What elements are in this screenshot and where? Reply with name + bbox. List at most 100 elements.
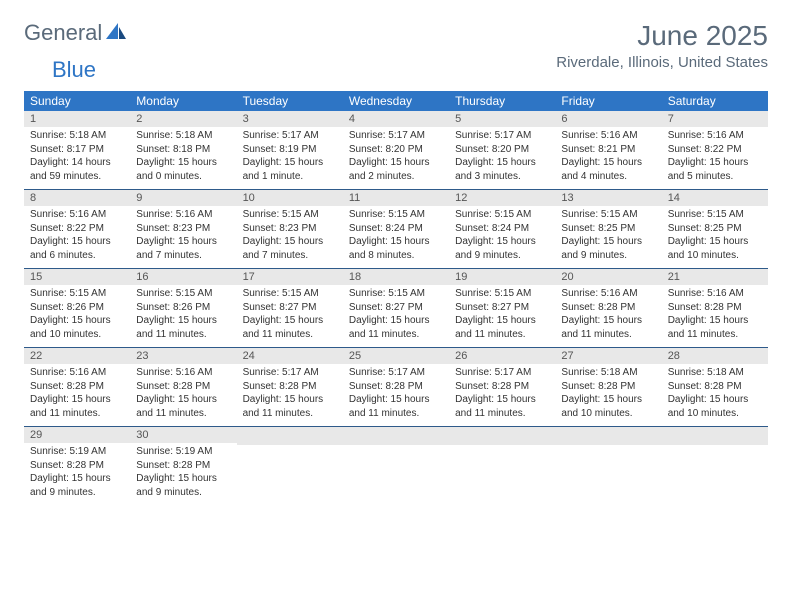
month-title: June 2025 — [556, 20, 768, 52]
day-body: Sunrise: 5:15 AMSunset: 8:25 PMDaylight:… — [662, 206, 768, 268]
day-body: Sunrise: 5:15 AMSunset: 8:26 PMDaylight:… — [24, 285, 130, 347]
day-body: Sunrise: 5:16 AMSunset: 8:28 PMDaylight:… — [24, 364, 130, 426]
day-body: Sunrise: 5:15 AMSunset: 8:24 PMDaylight:… — [343, 206, 449, 268]
day-body: Sunrise: 5:17 AMSunset: 8:28 PMDaylight:… — [449, 364, 555, 426]
day-number: 22 — [24, 348, 130, 364]
day-body: Sunrise: 5:17 AMSunset: 8:28 PMDaylight:… — [237, 364, 343, 426]
day-number: 6 — [555, 111, 661, 127]
day-cell: 26Sunrise: 5:17 AMSunset: 8:28 PMDayligh… — [449, 348, 555, 427]
day-number: 2 — [130, 111, 236, 127]
day-number: 19 — [449, 269, 555, 285]
day-cell: 4Sunrise: 5:17 AMSunset: 8:20 PMDaylight… — [343, 111, 449, 190]
day-number: 25 — [343, 348, 449, 364]
day-number: 7 — [662, 111, 768, 127]
day-cell: 6Sunrise: 5:16 AMSunset: 8:21 PMDaylight… — [555, 111, 661, 190]
day-number: 5 — [449, 111, 555, 127]
day-cell: 18Sunrise: 5:15 AMSunset: 8:27 PMDayligh… — [343, 269, 449, 348]
day-cell: 10Sunrise: 5:15 AMSunset: 8:23 PMDayligh… — [237, 190, 343, 269]
day-number: 9 — [130, 190, 236, 206]
week-row: 22Sunrise: 5:16 AMSunset: 8:28 PMDayligh… — [24, 348, 768, 427]
day-cell: 3Sunrise: 5:17 AMSunset: 8:19 PMDaylight… — [237, 111, 343, 190]
day-body: Sunrise: 5:16 AMSunset: 8:22 PMDaylight:… — [662, 127, 768, 189]
empty-cell — [237, 427, 343, 506]
day-body: Sunrise: 5:16 AMSunset: 8:23 PMDaylight:… — [130, 206, 236, 268]
day-number: 16 — [130, 269, 236, 285]
day-cell: 13Sunrise: 5:15 AMSunset: 8:25 PMDayligh… — [555, 190, 661, 269]
day-body: Sunrise: 5:15 AMSunset: 8:27 PMDaylight:… — [449, 285, 555, 347]
day-body: Sunrise: 5:16 AMSunset: 8:28 PMDaylight:… — [130, 364, 236, 426]
day-cell: 24Sunrise: 5:17 AMSunset: 8:28 PMDayligh… — [237, 348, 343, 427]
day-cell: 14Sunrise: 5:15 AMSunset: 8:25 PMDayligh… — [662, 190, 768, 269]
calendar-body: 1Sunrise: 5:18 AMSunset: 8:17 PMDaylight… — [24, 111, 768, 505]
week-row: 29Sunrise: 5:19 AMSunset: 8:28 PMDayligh… — [24, 427, 768, 506]
day-body: Sunrise: 5:18 AMSunset: 8:28 PMDaylight:… — [662, 364, 768, 426]
day-cell: 7Sunrise: 5:16 AMSunset: 8:22 PMDaylight… — [662, 111, 768, 190]
day-cell: 21Sunrise: 5:16 AMSunset: 8:28 PMDayligh… — [662, 269, 768, 348]
day-header-tuesday: Tuesday — [237, 91, 343, 111]
day-header-friday: Friday — [555, 91, 661, 111]
day-body: Sunrise: 5:15 AMSunset: 8:27 PMDaylight:… — [343, 285, 449, 347]
day-body: Sunrise: 5:15 AMSunset: 8:25 PMDaylight:… — [555, 206, 661, 268]
day-body: Sunrise: 5:17 AMSunset: 8:20 PMDaylight:… — [343, 127, 449, 189]
day-body: Sunrise: 5:16 AMSunset: 8:28 PMDaylight:… — [555, 285, 661, 347]
day-body: Sunrise: 5:15 AMSunset: 8:26 PMDaylight:… — [130, 285, 236, 347]
day-header-sunday: Sunday — [24, 91, 130, 111]
logo-word1: General — [24, 20, 102, 46]
day-body: Sunrise: 5:18 AMSunset: 8:18 PMDaylight:… — [130, 127, 236, 189]
day-body: Sunrise: 5:15 AMSunset: 8:24 PMDaylight:… — [449, 206, 555, 268]
location: Riverdale, Illinois, United States — [556, 54, 768, 71]
day-body: Sunrise: 5:18 AMSunset: 8:28 PMDaylight:… — [555, 364, 661, 426]
day-number: 28 — [662, 348, 768, 364]
day-cell: 15Sunrise: 5:15 AMSunset: 8:26 PMDayligh… — [24, 269, 130, 348]
day-cell: 8Sunrise: 5:16 AMSunset: 8:22 PMDaylight… — [24, 190, 130, 269]
day-cell: 28Sunrise: 5:18 AMSunset: 8:28 PMDayligh… — [662, 348, 768, 427]
logo-sail-icon — [104, 21, 128, 46]
empty-cell — [555, 427, 661, 506]
day-number: 14 — [662, 190, 768, 206]
day-body: Sunrise: 5:16 AMSunset: 8:21 PMDaylight:… — [555, 127, 661, 189]
empty-cell — [449, 427, 555, 506]
day-cell: 17Sunrise: 5:15 AMSunset: 8:27 PMDayligh… — [237, 269, 343, 348]
calendar-table: SundayMondayTuesdayWednesdayThursdayFrid… — [24, 91, 768, 505]
empty-cell — [662, 427, 768, 506]
week-row: 15Sunrise: 5:15 AMSunset: 8:26 PMDayligh… — [24, 269, 768, 348]
day-number: 30 — [130, 427, 236, 443]
day-number: 1 — [24, 111, 130, 127]
day-body: Sunrise: 5:18 AMSunset: 8:17 PMDaylight:… — [24, 127, 130, 189]
day-number: 8 — [24, 190, 130, 206]
day-number: 3 — [237, 111, 343, 127]
logo: General — [24, 20, 130, 46]
day-header-saturday: Saturday — [662, 91, 768, 111]
day-cell: 23Sunrise: 5:16 AMSunset: 8:28 PMDayligh… — [130, 348, 236, 427]
day-number: 18 — [343, 269, 449, 285]
day-body: Sunrise: 5:19 AMSunset: 8:28 PMDaylight:… — [130, 443, 236, 505]
day-body: Sunrise: 5:15 AMSunset: 8:23 PMDaylight:… — [237, 206, 343, 268]
day-cell: 27Sunrise: 5:18 AMSunset: 8:28 PMDayligh… — [555, 348, 661, 427]
day-cell: 2Sunrise: 5:18 AMSunset: 8:18 PMDaylight… — [130, 111, 236, 190]
day-cell: 19Sunrise: 5:15 AMSunset: 8:27 PMDayligh… — [449, 269, 555, 348]
week-row: 8Sunrise: 5:16 AMSunset: 8:22 PMDaylight… — [24, 190, 768, 269]
day-body: Sunrise: 5:17 AMSunset: 8:19 PMDaylight:… — [237, 127, 343, 189]
day-header-wednesday: Wednesday — [343, 91, 449, 111]
day-cell: 20Sunrise: 5:16 AMSunset: 8:28 PMDayligh… — [555, 269, 661, 348]
day-number: 26 — [449, 348, 555, 364]
day-number: 4 — [343, 111, 449, 127]
day-body: Sunrise: 5:17 AMSunset: 8:28 PMDaylight:… — [343, 364, 449, 426]
day-header-monday: Monday — [130, 91, 236, 111]
calendar-page: General June 2025 Riverdale, Illinois, U… — [0, 0, 792, 525]
day-number: 17 — [237, 269, 343, 285]
title-block: June 2025 Riverdale, Illinois, United St… — [556, 20, 768, 71]
day-body: Sunrise: 5:16 AMSunset: 8:28 PMDaylight:… — [662, 285, 768, 347]
day-number: 24 — [237, 348, 343, 364]
empty-cell — [343, 427, 449, 506]
day-cell: 1Sunrise: 5:18 AMSunset: 8:17 PMDaylight… — [24, 111, 130, 190]
day-number: 10 — [237, 190, 343, 206]
logo-word2: Blue — [52, 57, 96, 83]
day-cell: 22Sunrise: 5:16 AMSunset: 8:28 PMDayligh… — [24, 348, 130, 427]
day-cell: 25Sunrise: 5:17 AMSunset: 8:28 PMDayligh… — [343, 348, 449, 427]
day-number: 12 — [449, 190, 555, 206]
day-body: Sunrise: 5:16 AMSunset: 8:22 PMDaylight:… — [24, 206, 130, 268]
day-number: 20 — [555, 269, 661, 285]
day-number: 21 — [662, 269, 768, 285]
week-row: 1Sunrise: 5:18 AMSunset: 8:17 PMDaylight… — [24, 111, 768, 190]
